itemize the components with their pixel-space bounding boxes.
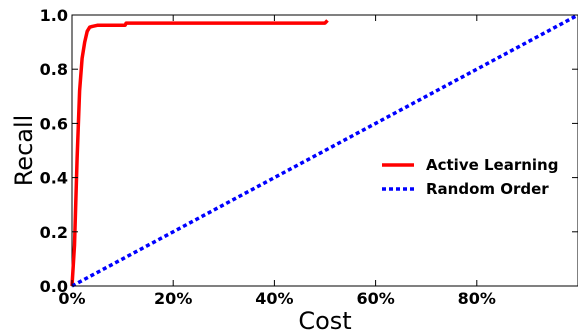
legend-label-active-learning: Active Learning bbox=[426, 156, 558, 174]
legend: Active Learning Random Order bbox=[382, 156, 558, 198]
series-line-active-learning bbox=[70, 19, 329, 287]
y-tick-label: 0.0 bbox=[40, 277, 68, 296]
series-layer bbox=[70, 13, 578, 288]
x-tick-label: 20% bbox=[154, 289, 192, 308]
y-axis-ticks: 0.0 0.2 0.4 0.6 0.8 1.0 bbox=[40, 6, 578, 296]
y-tick-label: 0.6 bbox=[40, 114, 68, 133]
y-tick-label: 0.2 bbox=[40, 223, 68, 242]
series-line-random-order bbox=[71, 13, 578, 288]
x-axis-ticks: 0% 20% 40% 60% 80% bbox=[58, 15, 496, 308]
x-tick-label: 80% bbox=[458, 289, 496, 308]
y-tick-label: 1.0 bbox=[40, 6, 68, 25]
y-tick-label: 0.8 bbox=[40, 60, 68, 79]
x-tick-label: 0% bbox=[58, 289, 85, 308]
x-tick-label: 60% bbox=[356, 289, 394, 308]
x-axis-title: Cost bbox=[298, 307, 351, 334]
y-tick-label: 0.4 bbox=[40, 169, 68, 188]
legend-label-random-order: Random Order bbox=[426, 180, 549, 198]
y-axis-title: Recall bbox=[10, 115, 38, 187]
x-tick-label: 40% bbox=[255, 289, 293, 308]
